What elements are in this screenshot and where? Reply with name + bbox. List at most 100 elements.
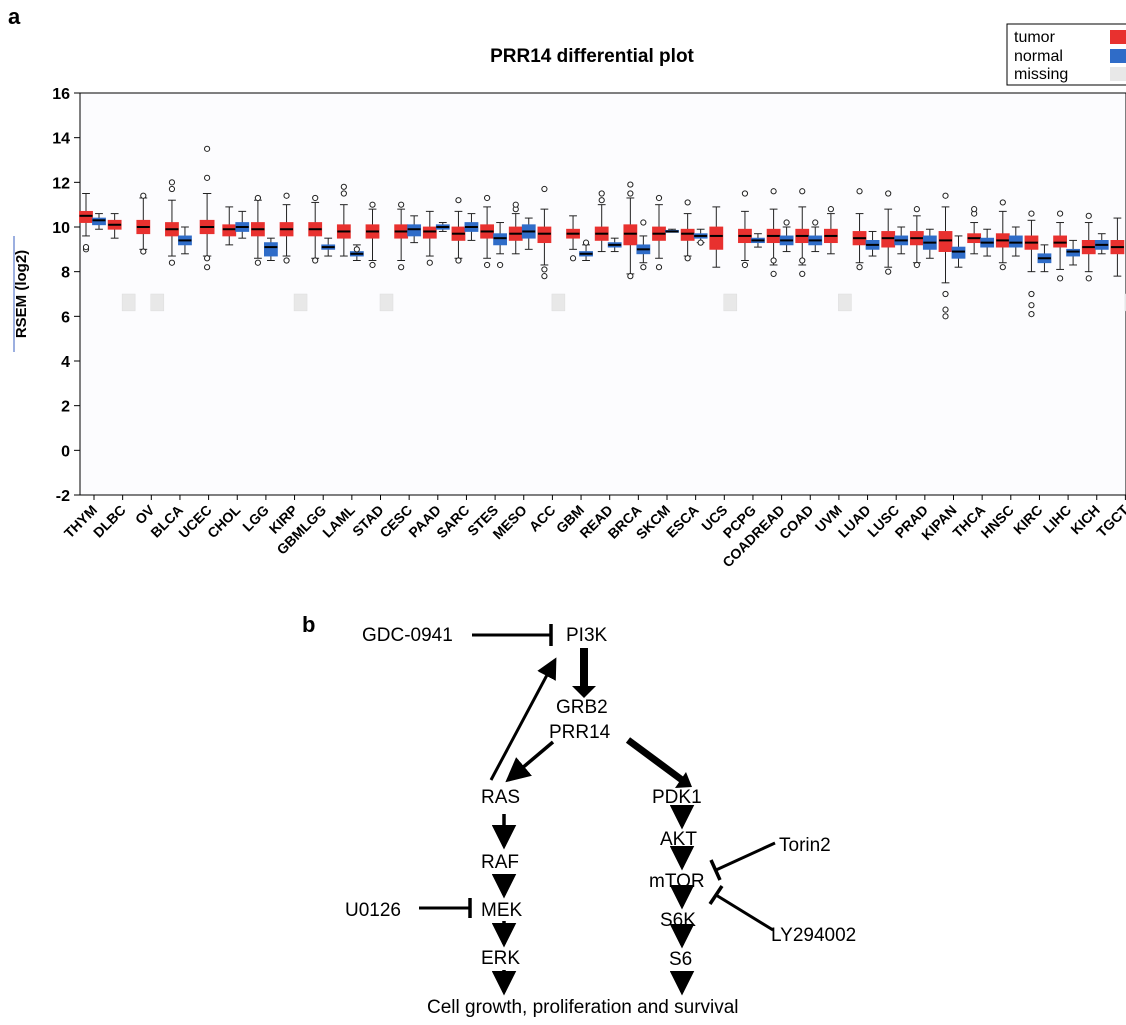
box-normal [751,233,765,248]
x-category-label: ACC [526,502,559,535]
pathway-diagram: GDC-0941 PI3K GRB2 PRR14 RAS RAF MEK ERK… [345,624,856,1018]
box-tumor [1024,210,1039,318]
box-tumor [480,194,495,269]
box-tumor [136,192,151,255]
box-normal [693,228,708,246]
outlier-point [799,270,806,277]
box-tumor [766,188,781,277]
outlier-point [541,266,548,273]
box-tumor [365,201,380,269]
box-tumor [107,213,122,239]
box-tumor [199,145,215,271]
box-tumor [394,201,409,271]
box-tumor [508,201,523,255]
outlier-point [140,248,147,255]
outlier-point [1028,302,1035,309]
outlier-point [913,206,920,213]
box-iqr [79,210,93,223]
outlier-point [140,192,147,199]
box-missing [379,293,394,312]
outlier-point [885,268,892,275]
node-grb2: GRB2 [556,697,608,718]
outlier-point [799,257,806,264]
box-tumor [709,206,724,268]
box-missing [838,293,852,312]
outlier-point [999,264,1006,271]
box-tumor [537,185,552,280]
box-normal [92,213,106,230]
outlier-point [640,219,647,226]
inhibit-bar-ly [708,885,724,905]
box-tumor [1110,217,1125,277]
box-normal [1094,233,1109,255]
outlier-point [312,194,319,202]
inhibit-bar-torin2 [709,859,722,881]
outlier-point [582,239,590,246]
panel-letter-b: b [302,612,316,637]
outlier-point [369,261,376,269]
box-iqr [623,224,638,246]
legend-swatch-missing [1110,67,1126,81]
outlier-point [398,201,405,208]
box-tumor [594,190,609,253]
outlier-point [1028,210,1035,217]
box-missing [293,293,308,312]
outlier-point [856,264,863,271]
outlier-point [999,199,1006,206]
node-ly294002: LY294002 [771,925,856,946]
outlier-point [971,206,978,213]
y-tick-label: 14 [52,131,70,148]
outlier-point [82,244,90,251]
box-missing [723,293,738,312]
box-normal [808,219,823,253]
box-normal [922,228,937,259]
outlier-point [168,179,176,186]
node-s6: S6 [669,949,692,970]
outlier-point [913,261,920,269]
legend-swatch-normal [1110,49,1126,63]
outlier-point [254,194,261,202]
box-missing [150,293,165,312]
box-tumor [422,210,437,266]
outlier-point [1085,275,1092,282]
outlier-point [942,192,949,199]
box-normal [980,228,995,257]
y-tick-label: 10 [52,220,70,237]
outlier-point [484,194,491,202]
node-ras: RAS [481,787,520,808]
y-tick-label: 4 [61,354,70,371]
box-tumor [1081,212,1096,282]
node-prr14: PRR14 [549,722,611,743]
box-normal [636,219,651,271]
outlier-point [398,264,405,271]
box-tumor [881,190,896,275]
box-normal [1037,244,1052,273]
outlier-point [627,181,634,188]
outlier-point [254,259,261,266]
box-normal [493,222,508,269]
outlier-point [684,255,691,262]
box-tumor [222,206,237,246]
box-iqr [1066,248,1080,257]
y-tick-label: 8 [61,265,70,282]
y-tick-label: 2 [61,399,70,416]
box-iqr [493,233,508,246]
arrow-prr14-pdk1-shaft [625,737,685,783]
box-normal [435,222,450,232]
outlier-point [770,257,777,264]
box-iqr [709,226,724,250]
arrow-prr14-ras [505,740,555,783]
box-tumor [1053,210,1067,282]
box-tumor [852,188,867,271]
box-tumor [738,190,752,269]
outlier-point [484,261,491,269]
legend-swatch-tumor [1110,30,1126,44]
arrow-prr14-pdk1-head [675,772,692,788]
x-category-label: KIRC [1010,502,1046,538]
box-tumor [308,194,323,264]
outlier-point [856,188,863,195]
outlier-point [312,257,319,264]
outlier-point [569,255,577,262]
box-tumor [79,193,93,253]
node-erk: ERK [481,948,520,969]
